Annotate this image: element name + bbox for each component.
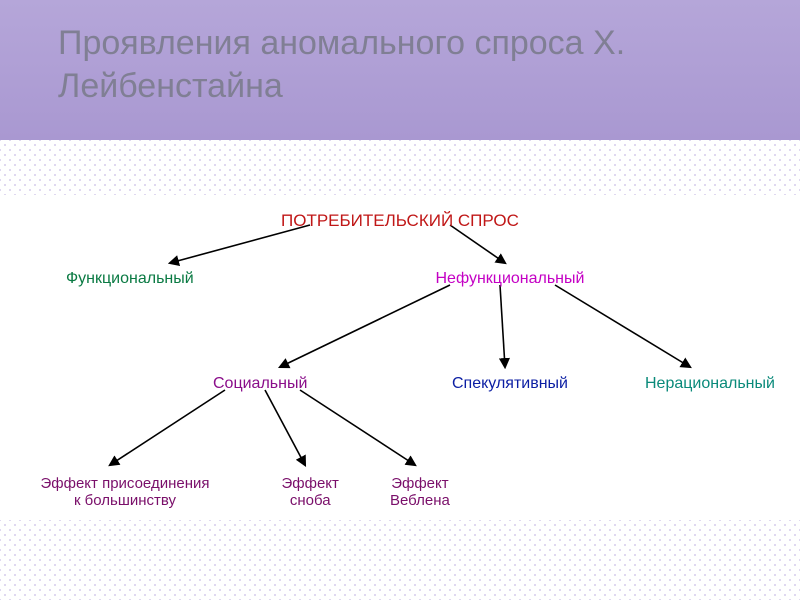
edge-root xyxy=(170,225,310,263)
edge-root xyxy=(450,225,505,263)
node-e2: Эффектсноба xyxy=(282,475,339,510)
node-irr: Нерациональный xyxy=(645,375,775,393)
diagram-area: ПОТРЕБИТЕЛЬСКИЙ СПРОС Функциональный Нефун… xyxy=(0,195,800,520)
slide-title: Проявления аномального спроса Х. Лейбенс… xyxy=(58,22,738,107)
node-e1: Эффект присоединенияк большинству xyxy=(41,475,210,510)
node-func: Функциональный xyxy=(66,270,194,288)
node-root: ПОТРЕБИТЕЛЬСКИЙ СПРОС xyxy=(281,211,519,231)
node-spec: Спекулятивный xyxy=(452,375,568,393)
edge-soc xyxy=(110,390,225,465)
node-nfunc: Нефункциональный xyxy=(436,270,585,288)
node-soc: Социальный xyxy=(213,375,307,393)
edge-nfunc xyxy=(280,285,450,367)
decorative-pattern-top xyxy=(0,140,800,195)
decorative-pattern-bottom xyxy=(0,520,800,600)
slide: Проявления аномального спроса Х. Лейбенс… xyxy=(0,0,800,600)
edge-nfunc xyxy=(500,285,505,367)
edge-nfunc xyxy=(555,285,690,367)
diagram-arrows xyxy=(0,195,800,520)
edge-soc xyxy=(300,390,415,465)
node-e3: ЭффектВеблена xyxy=(390,475,450,510)
edge-soc xyxy=(265,390,305,465)
